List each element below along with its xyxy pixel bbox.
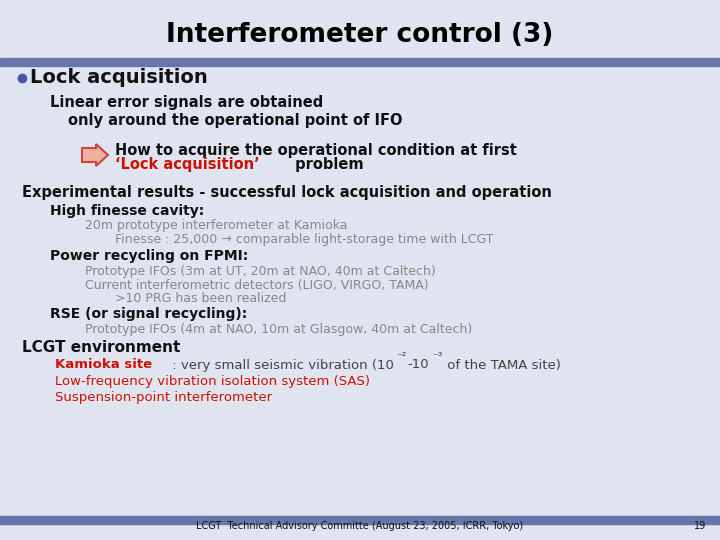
Text: RSE (or signal recycling):: RSE (or signal recycling):	[50, 307, 247, 321]
Text: problem: problem	[290, 158, 364, 172]
Text: How to acquire the operational condition at first: How to acquire the operational condition…	[115, 143, 517, 158]
Text: only around the operational point of IFO: only around the operational point of IFO	[68, 112, 402, 127]
Text: Suspension-point interferometer: Suspension-point interferometer	[55, 390, 272, 403]
Text: : very small seismic vibration (10: : very small seismic vibration (10	[168, 359, 394, 372]
Text: Prototype IFOs (4m at NAO, 10m at Glasgow, 40m at Caltech): Prototype IFOs (4m at NAO, 10m at Glasgo…	[85, 322, 472, 335]
Text: Prototype IFOs (3m at UT, 20m at NAO, 40m at Caltech): Prototype IFOs (3m at UT, 20m at NAO, 40…	[85, 265, 436, 278]
Text: ⁻³: ⁻³	[432, 352, 443, 362]
Text: LCGT  Technical Advisory Committe (August 23, 2005, ICRR, Tokyo): LCGT Technical Advisory Committe (August…	[197, 521, 523, 531]
Text: Interferometer control (3): Interferometer control (3)	[166, 22, 554, 48]
Text: Finesse : 25,000 → comparable light-storage time with LCGT: Finesse : 25,000 → comparable light-stor…	[115, 233, 493, 246]
Text: of the TAMA site): of the TAMA site)	[443, 359, 561, 372]
Text: ‘Lock acquisition’: ‘Lock acquisition’	[115, 158, 260, 172]
Text: ⁻²: ⁻²	[396, 352, 406, 362]
Text: Power recycling on FPMI:: Power recycling on FPMI:	[50, 249, 248, 263]
Text: 19: 19	[694, 521, 706, 531]
Text: LCGT environment: LCGT environment	[22, 341, 181, 355]
Bar	[0, 58, 720, 66]
Polygon shape	[82, 144, 108, 166]
Text: -10: -10	[407, 359, 428, 372]
Text: High finesse cavity:: High finesse cavity:	[50, 204, 204, 218]
Bar	[0, 516, 720, 524]
Text: Linear error signals are obtained: Linear error signals are obtained	[50, 96, 323, 111]
Text: Low-frequency vibration isolation system (SAS): Low-frequency vibration isolation system…	[55, 375, 370, 388]
Text: >10 PRG has been realized: >10 PRG has been realized	[115, 293, 287, 306]
Text: Experimental results - successful lock acquisition and operation: Experimental results - successful lock a…	[22, 186, 552, 200]
Text: 20m prototype interferometer at Kamioka: 20m prototype interferometer at Kamioka	[85, 219, 348, 233]
Text: Lock acquisition: Lock acquisition	[30, 69, 208, 87]
Text: Current interferometric detectors (LIGO, VIRGO, TAMA): Current interferometric detectors (LIGO,…	[85, 279, 428, 292]
Text: Kamioka site: Kamioka site	[55, 359, 152, 372]
